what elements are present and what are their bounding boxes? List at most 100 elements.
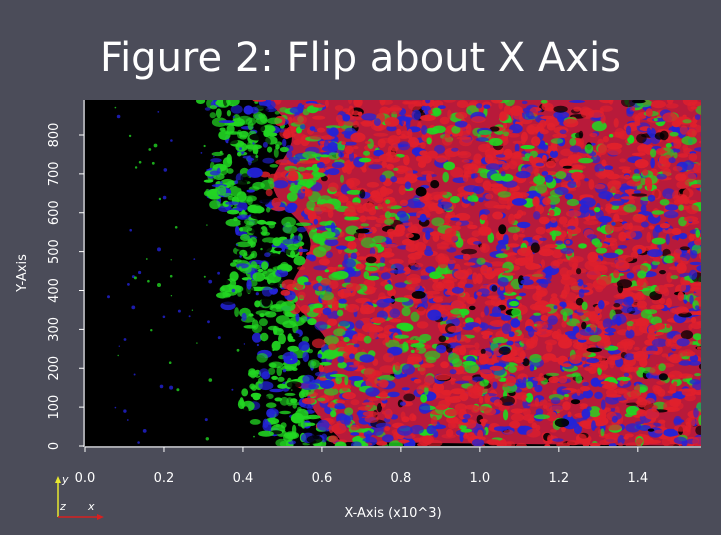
heatmap-speck: [259, 368, 270, 378]
heatmap-speck: [491, 354, 497, 362]
heatmap-speck: [669, 397, 681, 408]
heatmap-speck: [625, 423, 641, 433]
heatmap-speck: [428, 109, 433, 115]
heatmap-speck: [335, 375, 342, 385]
heatmap-speck: [553, 111, 570, 119]
heatmap-speck: [620, 196, 634, 200]
heatmap-speck: [159, 384, 164, 389]
heatmap-speck: [706, 283, 715, 293]
heatmap-speck: [527, 125, 536, 135]
heatmap-speck: [376, 441, 388, 446]
heatmap-speck: [604, 327, 617, 333]
heatmap-speck: [505, 375, 517, 387]
heatmap-speck: [521, 100, 528, 105]
heatmap-speck: [672, 257, 687, 263]
heatmap-speck: [250, 261, 258, 270]
heatmap-speck: [426, 137, 432, 145]
heatmap-speck: [517, 221, 531, 229]
heatmap-speck: [546, 122, 556, 131]
heatmap-speck: [460, 428, 473, 433]
heatmap-speck: [666, 297, 672, 308]
heatmap-speck: [663, 255, 675, 264]
heatmap-speck: [487, 232, 495, 243]
heatmap-speck: [552, 390, 557, 395]
heatmap-speck: [348, 364, 365, 368]
heatmap-speck: [368, 201, 373, 206]
heatmap-speck: [611, 222, 616, 226]
heatmap-speck: [526, 428, 541, 438]
heatmap-speck: [675, 173, 687, 182]
heatmap-speck: [555, 240, 563, 245]
heatmap-speck: [350, 399, 360, 406]
heatmap-speck: [287, 432, 298, 438]
heatmap-speck: [636, 278, 644, 287]
heatmap-speck: [566, 440, 580, 446]
heatmap-speck: [551, 249, 563, 259]
heatmap-speck: [264, 252, 271, 258]
heatmap-speck: [241, 312, 247, 322]
heatmap-speck: [107, 295, 110, 299]
heatmap-speck: [324, 238, 339, 247]
y-tick-label: 600: [47, 200, 62, 225]
heatmap-speck: [246, 189, 255, 193]
heatmap-speck: [403, 393, 416, 402]
heatmap-speck: [632, 213, 647, 223]
heatmap-speck: [694, 147, 701, 152]
heatmap-speck: [450, 308, 464, 315]
heatmap-speck: [403, 101, 418, 105]
heatmap-speck: [372, 370, 383, 376]
heatmap-speck: [222, 192, 233, 198]
heatmap-speck: [269, 164, 279, 168]
heatmap-speck: [464, 362, 479, 374]
heatmap-speck: [311, 361, 317, 367]
heatmap-speck: [461, 375, 473, 381]
heatmap-speck: [584, 144, 594, 154]
heatmap-speck: [624, 188, 636, 194]
heatmap-speck: [162, 315, 166, 319]
heatmap-speck: [407, 252, 422, 260]
heatmap-speck: [313, 104, 326, 108]
heatmap-speck: [679, 246, 690, 251]
heatmap-speck: [209, 112, 216, 119]
heatmap-speck: [690, 184, 701, 189]
heatmap-speck: [427, 309, 442, 321]
heatmap-speck: [346, 189, 363, 195]
heatmap-speck: [609, 200, 625, 206]
heatmap-speck: [576, 388, 581, 396]
heatmap-speck: [394, 361, 401, 371]
heatmap-speck: [285, 246, 289, 250]
heatmap-speck: [489, 261, 505, 267]
heatmap-speck: [349, 353, 355, 360]
x-axis-label: X-Axis (x10^3): [344, 506, 441, 521]
heatmap-speck: [219, 150, 223, 154]
heatmap-speck: [586, 234, 598, 240]
heatmap-speck: [540, 306, 552, 313]
heatmap-speck: [507, 243, 520, 248]
heatmap-speck: [200, 152, 203, 154]
heatmap-speck: [426, 293, 434, 300]
heatmap-speck: [150, 329, 153, 332]
heatmap-speck: [608, 355, 622, 361]
heatmap-speck: [497, 191, 512, 198]
heatmap-speck: [567, 225, 576, 230]
heatmap-speck: [589, 334, 602, 343]
heatmap-speck: [302, 151, 318, 159]
heatmap-speck: [370, 317, 386, 324]
heatmap-speck: [455, 380, 470, 384]
heatmap-speck: [400, 130, 409, 136]
heatmap-speck: [277, 383, 288, 389]
heatmap-speck: [545, 402, 553, 412]
heatmap-speck: [236, 263, 249, 269]
heatmap-speck: [437, 281, 443, 288]
heatmap-speck: [162, 195, 167, 200]
heatmap-speck: [246, 279, 252, 290]
heatmap-speck: [217, 271, 221, 275]
heatmap-speck: [380, 251, 395, 258]
heatmap-speck: [461, 248, 477, 255]
heatmap-speck: [324, 100, 329, 108]
heatmap-speck: [300, 305, 311, 314]
heatmap-speck: [674, 424, 689, 432]
heatmap-speck: [385, 199, 391, 204]
y-tick-label: 200: [47, 356, 62, 381]
heatmap-speck: [410, 223, 423, 234]
